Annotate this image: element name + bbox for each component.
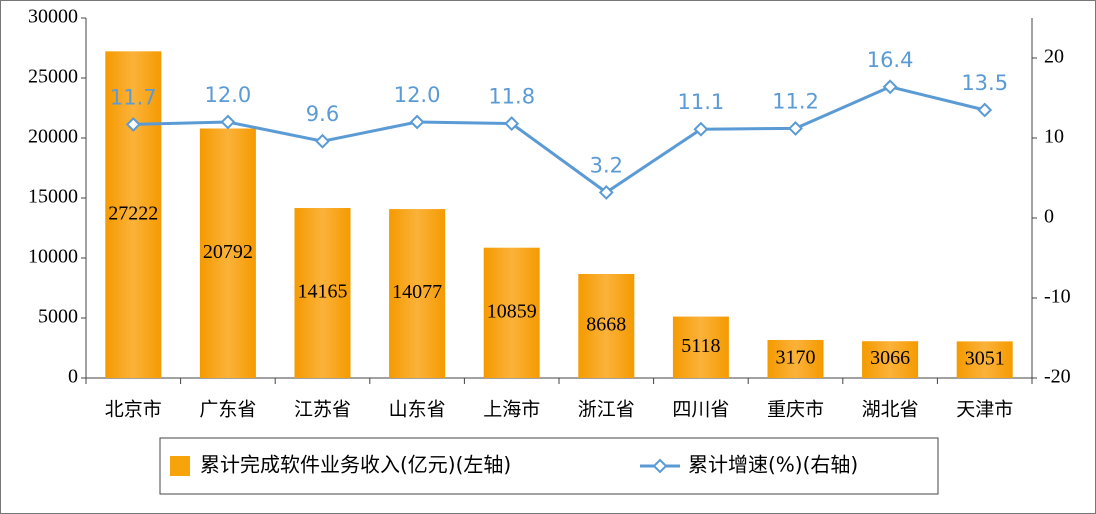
- bar: [483, 247, 540, 378]
- line-marker: [977, 102, 993, 118]
- bar-value-label: 14077: [392, 281, 442, 303]
- y2-tick-label: 10: [1044, 126, 1064, 148]
- line-marker: [693, 121, 709, 137]
- bar: [862, 341, 919, 378]
- y-tick-label: 30000: [28, 6, 78, 28]
- x-tick-label: 重庆市: [767, 399, 824, 421]
- line-value-label: 11.8: [488, 85, 535, 109]
- line-value-label: 11.1: [678, 90, 725, 114]
- line-marker: [409, 114, 425, 130]
- y-tick-label: 10000: [28, 246, 78, 268]
- x-tick-label: 江苏省: [294, 399, 351, 421]
- x-tick-label: 四川省: [672, 399, 729, 421]
- legend-swatch: [170, 456, 190, 476]
- bar-value-label: 3051: [965, 347, 1005, 369]
- line: [133, 85, 986, 195]
- legend-marker: [652, 458, 668, 474]
- line-value-label: 11.2: [772, 89, 819, 113]
- y-tick-label: 5000: [38, 306, 78, 328]
- x-tick-label: 天津市: [956, 399, 1013, 421]
- legend-label: 累计完成软件业务收入(亿元)(左轴): [200, 453, 511, 477]
- x-tick-label: 湖北省: [862, 399, 919, 421]
- x-tick-label: 广东省: [199, 399, 256, 421]
- bar: [389, 209, 446, 378]
- x-tick-label: 山东省: [389, 399, 446, 421]
- bar: [767, 339, 824, 378]
- bar: [578, 273, 635, 378]
- bar-value-label: 5118: [681, 335, 720, 357]
- x-tick-label: 北京市: [105, 399, 162, 421]
- line-value-label: 16.4: [867, 48, 914, 72]
- bar-value-label: 14165: [298, 281, 348, 303]
- y-tick-label: 25000: [28, 66, 78, 88]
- x-tick-label: 上海市: [483, 399, 540, 421]
- line-value-label: 9.6: [306, 102, 339, 126]
- line-marker: [788, 120, 803, 136]
- bar: [105, 51, 162, 378]
- bar: [199, 128, 256, 378]
- bar: [956, 341, 1013, 378]
- line-value-label: 11.7: [110, 85, 157, 109]
- y2-tick-label: -20: [1044, 366, 1071, 388]
- y-tick-label: 0: [68, 366, 78, 388]
- line-marker: [125, 116, 141, 132]
- y-tick-label: 15000: [28, 186, 78, 208]
- y-tick-label: 20000: [28, 126, 78, 148]
- legend-label: 累计增速(%)(右轴): [688, 453, 858, 477]
- line-marker: [504, 116, 520, 132]
- line-marker: [220, 114, 236, 130]
- line-value-label: 13.5: [961, 71, 1008, 95]
- bar-value-label: 27222: [108, 202, 158, 224]
- bar-value-label: 10859: [487, 300, 537, 322]
- bar-value-label: 3066: [870, 347, 910, 369]
- bar-value-label: 8668: [586, 314, 626, 336]
- bar-value-label: 3170: [776, 347, 816, 369]
- line-value-label: 3.2: [590, 153, 623, 177]
- line-value-label: 12.0: [394, 83, 441, 107]
- bar: [672, 316, 729, 378]
- bar-value-label: 20792: [203, 241, 253, 263]
- line-marker: [598, 184, 614, 200]
- line-value-label: 12.0: [205, 83, 252, 107]
- y2-tick-label: 0: [1044, 206, 1054, 228]
- y2-tick-label: 20: [1044, 46, 1064, 68]
- line-marker: [882, 79, 898, 95]
- y2-tick-label: -10: [1044, 286, 1071, 308]
- line-marker: [315, 133, 330, 149]
- x-tick-label: 浙江省: [578, 399, 635, 421]
- bar: [294, 208, 351, 378]
- legend-box: [159, 437, 939, 495]
